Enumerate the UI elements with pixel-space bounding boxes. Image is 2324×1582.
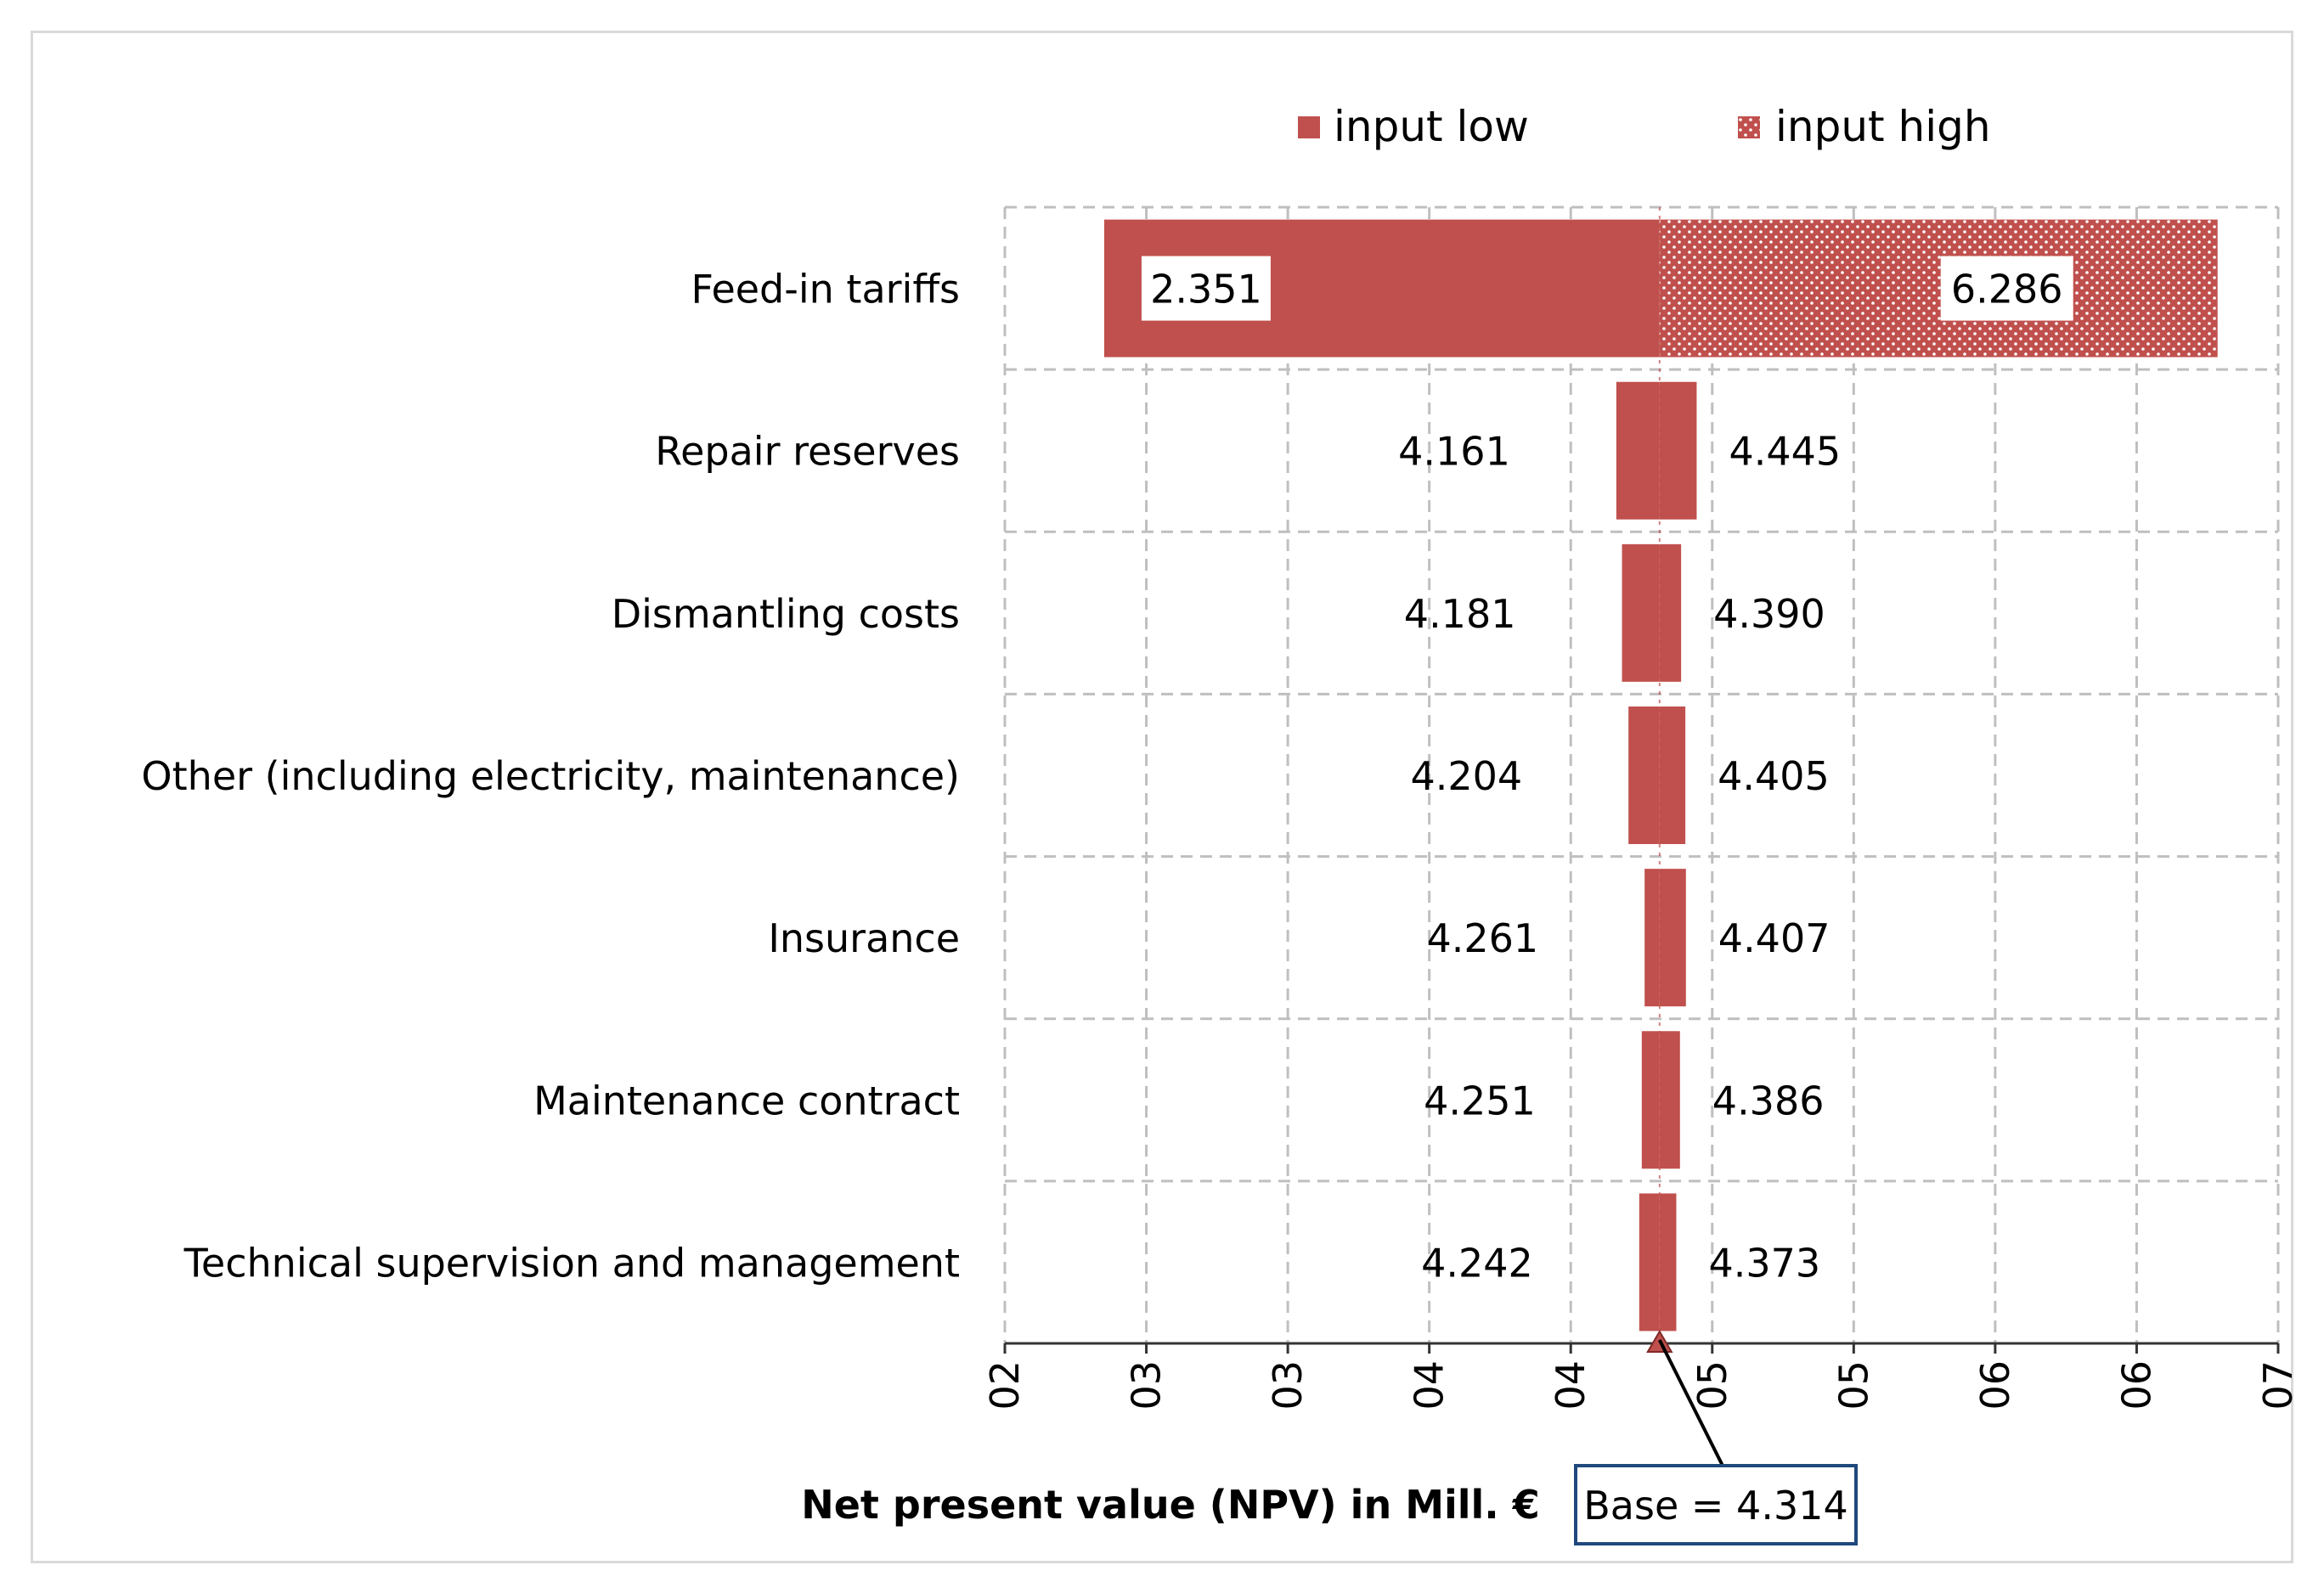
data-label-low: 4.204	[1410, 753, 1522, 799]
category-label: Feed-in tariffs	[691, 267, 960, 312]
data-label-box	[1141, 256, 1271, 321]
bar-input-low	[1628, 707, 1660, 844]
data-label-high: 4.373	[1708, 1240, 1820, 1286]
x-tick-label: 04	[1548, 1360, 1594, 1410]
data-label-box	[1940, 256, 2073, 321]
data-label-low: 4.161	[1398, 429, 1510, 475]
data-label-high: 6.286	[1951, 267, 2063, 312]
callout-leader-line	[1658, 1339, 1724, 1467]
bar-input-high	[1659, 1193, 1677, 1331]
bar-input-high	[1659, 1031, 1680, 1169]
data-label-high: 4.405	[1718, 753, 1830, 799]
category-label: Dismantling costs	[612, 591, 960, 637]
grid-lines	[1003, 205, 2280, 1343]
x-tick-label: 07	[2255, 1360, 2301, 1410]
legend-label-input-low: input low	[1334, 102, 1529, 151]
legend-swatch-input-low	[1298, 116, 1320, 138]
x-tick-label: 02	[982, 1360, 1028, 1410]
data-label-low: 2.351	[1150, 267, 1262, 312]
x-tick-label: 05	[1689, 1360, 1735, 1410]
chart-frame	[31, 31, 2293, 1563]
category-label: Technical supervision and management	[183, 1240, 960, 1286]
x-tick-label: 05	[1830, 1360, 1876, 1410]
category-label: Repair reserves	[655, 429, 960, 475]
bar-input-low	[1639, 1193, 1660, 1331]
category-label: Maintenance contract	[533, 1078, 960, 1123]
category-label: Other (including electricity, maintenanc…	[141, 753, 960, 799]
bar-input-high	[1659, 219, 2218, 357]
bar-input-low	[1616, 381, 1660, 520]
bar-input-high	[1659, 381, 1697, 520]
data-label-high: 4.407	[1718, 915, 1830, 961]
x-axis-title: Net present value (NPV) in Mill. €	[801, 1482, 1540, 1528]
bars	[1103, 219, 2218, 1331]
x-tick-label: 04	[1407, 1360, 1452, 1410]
base-marker: Base = 4.314	[1574, 207, 1858, 1545]
data-label-high: 4.445	[1729, 429, 1841, 475]
x-tick-label: 03	[1265, 1360, 1311, 1410]
bar-input-high	[1659, 707, 1686, 844]
data-label-high: 4.390	[1713, 591, 1825, 637]
category-labels: Feed-in tariffs Repair reserves Dismantlin…	[141, 267, 960, 1286]
legend: input low input high	[1298, 102, 1991, 151]
x-tick-label: 06	[1972, 1360, 2018, 1410]
bar-input-low	[1644, 869, 1660, 1007]
base-callout-box	[1574, 1464, 1858, 1545]
bar-input-high	[1659, 869, 1686, 1007]
legend-label-input-high: input high	[1775, 102, 1991, 151]
data-label-low: 4.181	[1404, 591, 1516, 637]
bar-input-low	[1641, 1031, 1660, 1169]
x-axis: 02 03 03 04 04 05 05 06 06 07 Net present value (N…	[801, 1342, 2301, 1528]
data-label-low: 4.261	[1426, 915, 1538, 961]
bar-input-high	[1659, 543, 1682, 682]
base-callout-label: Base = 4.314	[1583, 1483, 1848, 1529]
data-label-low: 4.242	[1421, 1240, 1533, 1286]
legend-swatch-input-high	[1738, 116, 1760, 138]
data-label-low: 4.251	[1424, 1078, 1536, 1123]
x-tick-label: 03	[1124, 1360, 1170, 1410]
category-label: Insurance	[768, 915, 960, 961]
bar-labels: 2.351 6.286 4.161 4.445 4.181 4.390 4.204 4.405…	[1141, 256, 2073, 1286]
data-label-high: 4.386	[1712, 1078, 1825, 1123]
x-tick-label: 06	[2113, 1360, 2159, 1410]
bar-input-low	[1622, 543, 1660, 682]
